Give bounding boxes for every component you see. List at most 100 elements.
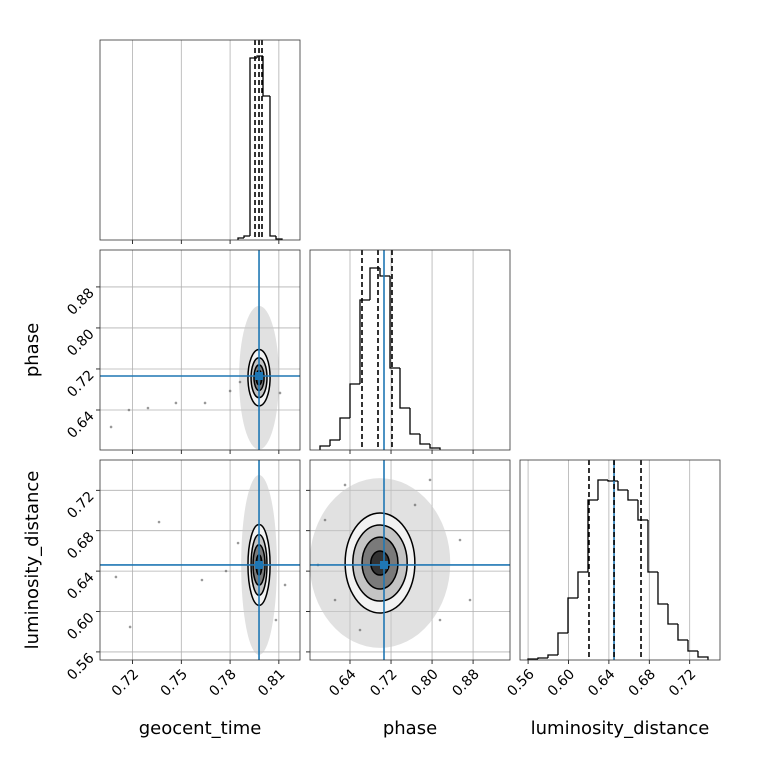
y-axis-label: luminosity_distance xyxy=(22,471,43,650)
histogram-step xyxy=(275,236,283,240)
x-tick-label: 0.64 xyxy=(585,666,618,699)
panel-frame xyxy=(309,249,511,451)
histogram-step xyxy=(667,604,678,625)
sample-point xyxy=(458,538,462,542)
sample-point xyxy=(333,598,337,602)
x-tick-label: 0.72 xyxy=(109,666,142,699)
x-axis-label: luminosity_distance xyxy=(531,718,710,739)
sample-point xyxy=(146,406,150,410)
x-tick-label: 0.78 xyxy=(206,666,239,699)
histogram-step xyxy=(369,267,380,300)
sample-point xyxy=(127,408,131,412)
sample-point xyxy=(358,628,362,632)
histogram-step xyxy=(262,56,270,97)
histogram-step xyxy=(237,237,244,240)
histogram-step xyxy=(637,500,648,521)
sample-point xyxy=(238,380,242,384)
panel: 0.72 0.75 0.78 0.81 0.56 0.60 0.64 0.68 0.72 geoc… xyxy=(22,459,301,739)
sample-point xyxy=(128,625,132,629)
truth-marker xyxy=(255,372,264,380)
histogram-step xyxy=(607,480,618,482)
x-tick-label: 0.60 xyxy=(545,666,578,699)
histogram-step xyxy=(256,55,264,58)
histogram-step xyxy=(677,624,688,641)
panel: 0.56 0.60 0.64 0.68 0.72 luminosity_distance xyxy=(504,459,721,739)
histogram-step xyxy=(657,572,668,605)
histogram-step xyxy=(399,368,410,409)
histogram-step xyxy=(577,571,588,598)
y-axis-label: phase xyxy=(22,323,43,377)
histogram-step xyxy=(617,481,628,491)
y-tick-label: 0.80 xyxy=(64,326,97,359)
x-tick-label: 0.81 xyxy=(255,666,288,699)
sample-point xyxy=(203,401,207,405)
sample-point xyxy=(109,425,113,429)
y-tick-label: 0.72 xyxy=(64,367,97,400)
histogram-step xyxy=(269,96,276,237)
sample-point xyxy=(343,483,347,487)
histogram-step xyxy=(697,651,709,660)
histogram-step xyxy=(419,434,430,445)
histogram-step xyxy=(409,408,420,435)
sample-point xyxy=(224,569,228,573)
sample-point xyxy=(236,541,240,545)
truth-marker xyxy=(380,560,388,569)
sample-point xyxy=(428,478,432,482)
x-tick-label: 0.72 xyxy=(666,666,699,699)
y-tick-label: 0.64 xyxy=(64,408,97,441)
panel: 0.64 0.72 0.80 0.88 phase xyxy=(22,249,301,454)
sample-point xyxy=(323,518,327,522)
sample-point xyxy=(468,598,472,602)
sample-point xyxy=(174,401,178,405)
histogram-step xyxy=(547,654,558,658)
y-tick-label: 0.64 xyxy=(64,569,97,602)
sample-point xyxy=(274,618,278,622)
panel-frame xyxy=(309,459,511,661)
histogram-step xyxy=(587,499,598,572)
histogram-step xyxy=(379,268,390,277)
panel-frame xyxy=(99,459,301,661)
histogram-step xyxy=(319,445,330,450)
y-tick-label: 0.60 xyxy=(64,610,97,643)
panel-frame xyxy=(99,249,301,451)
histogram-step xyxy=(243,235,250,238)
histogram-step xyxy=(359,299,370,384)
histogram-step xyxy=(329,439,340,446)
plot-area xyxy=(310,478,472,648)
histogram-step xyxy=(349,383,360,418)
y-tick-label: 0.88 xyxy=(64,285,97,318)
histogram-step xyxy=(389,276,400,369)
sample-point xyxy=(114,575,118,579)
histogram-step xyxy=(567,597,578,633)
sample-point xyxy=(283,583,287,587)
histogram-step xyxy=(627,490,638,501)
sample-point xyxy=(228,389,232,393)
histogram-step xyxy=(249,57,258,236)
panel-frame xyxy=(99,39,301,241)
y-tick-label: 0.72 xyxy=(64,489,97,522)
sample-point xyxy=(438,618,442,622)
sample-point xyxy=(278,391,282,395)
x-tick-label: 0.88 xyxy=(449,666,482,699)
truth-marker xyxy=(255,560,264,569)
panel xyxy=(309,249,511,454)
x-axis-label: phase xyxy=(383,718,437,739)
sample-point xyxy=(157,520,161,524)
panel-frame xyxy=(519,459,721,661)
sample-point xyxy=(200,578,204,582)
y-tick-label: 0.68 xyxy=(64,529,97,562)
x-tick-label: 0.75 xyxy=(158,666,191,699)
sample-point xyxy=(413,503,417,507)
panel xyxy=(99,39,301,244)
x-tick-label: 0.68 xyxy=(626,666,659,699)
y-tick-label: 0.56 xyxy=(64,650,97,683)
histogram-step xyxy=(339,417,350,440)
histogram-step xyxy=(597,479,608,500)
histogram-step xyxy=(537,657,548,659)
x-tick-label: 0.56 xyxy=(504,666,537,699)
histogram-step xyxy=(429,444,441,450)
x-tick-label: 0.64 xyxy=(326,666,359,699)
x-tick-label: 0.72 xyxy=(367,666,400,699)
